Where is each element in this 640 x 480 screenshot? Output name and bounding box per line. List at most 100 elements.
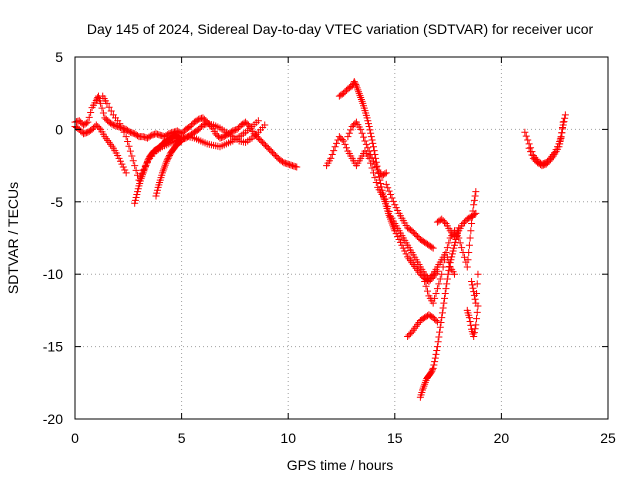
data-point <box>382 180 390 188</box>
data-point <box>522 132 530 140</box>
data-point <box>233 125 241 133</box>
data-point <box>345 129 353 137</box>
data-point <box>368 136 376 144</box>
data-point <box>352 81 360 89</box>
data-point <box>529 154 537 162</box>
y-tick-label: -15 <box>43 339 63 355</box>
data-point <box>102 115 110 123</box>
data-point <box>144 156 152 164</box>
x-tick-label: 5 <box>178 430 186 446</box>
data-point <box>122 133 130 141</box>
data-point <box>116 157 124 165</box>
data-point <box>446 262 454 270</box>
data-point <box>440 299 448 307</box>
data-point <box>134 185 142 193</box>
data-point <box>429 364 437 372</box>
data-point <box>439 304 447 312</box>
data-point <box>115 154 123 162</box>
data-point <box>444 270 452 278</box>
data-point <box>362 140 370 148</box>
x-axis-label: GPS time / hours <box>287 457 394 473</box>
data-point <box>279 158 287 166</box>
data-point <box>448 253 456 261</box>
data-point <box>344 133 352 141</box>
data-point <box>431 294 439 302</box>
data-point <box>125 142 133 150</box>
data-point <box>264 144 272 152</box>
data-point <box>391 227 399 235</box>
data-point <box>455 234 463 242</box>
data-point <box>152 192 160 200</box>
data-point <box>134 132 142 140</box>
data-point <box>263 143 271 151</box>
data-point <box>193 116 201 124</box>
data-point <box>558 129 566 137</box>
data-point <box>439 217 447 225</box>
data-point <box>387 191 395 199</box>
data-point <box>398 241 406 249</box>
x-tick-label: 10 <box>280 430 296 446</box>
data-point <box>267 147 275 155</box>
data-point <box>472 188 480 196</box>
data-point <box>350 78 358 86</box>
data-point <box>428 243 436 251</box>
data-point <box>351 79 359 87</box>
data-point <box>358 129 366 137</box>
data-point <box>458 244 466 252</box>
data-point <box>366 126 374 134</box>
data-point <box>448 250 456 258</box>
data-point <box>134 188 142 196</box>
data-point <box>273 153 281 161</box>
data-point <box>473 315 481 323</box>
data-point <box>441 294 449 302</box>
data-point <box>556 137 564 145</box>
data-point <box>428 366 436 374</box>
data-point <box>470 332 478 340</box>
data-point <box>421 277 429 285</box>
tick-labels: 0 5 10 15 20 25 5 0 -5 -10 -15 -20 <box>43 49 616 446</box>
data-point <box>394 233 402 241</box>
data-point <box>432 290 440 298</box>
data-point <box>466 318 474 326</box>
data-point <box>199 114 207 122</box>
data-point <box>388 194 396 202</box>
data-point <box>377 183 385 191</box>
data-point <box>367 150 375 158</box>
data-point <box>178 137 186 145</box>
data-point <box>469 284 477 292</box>
data-point <box>422 282 430 290</box>
data-point <box>524 136 532 144</box>
data-point <box>108 120 116 128</box>
data-point <box>470 210 478 218</box>
data-point <box>335 133 343 141</box>
data-point <box>438 215 446 223</box>
data-point <box>126 147 134 155</box>
data-point <box>97 99 105 107</box>
data-point <box>179 128 187 136</box>
data-point <box>470 201 478 209</box>
data-point <box>542 160 550 168</box>
data-point <box>166 151 174 159</box>
data-point <box>470 329 478 337</box>
x-tick-label: 0 <box>71 430 79 446</box>
data-point <box>75 117 83 125</box>
data-point <box>261 121 269 129</box>
data-point <box>270 150 278 158</box>
data-point <box>428 275 436 283</box>
data-point <box>188 121 196 129</box>
data-point <box>372 163 380 171</box>
data-point <box>445 266 453 274</box>
data-point <box>260 140 268 148</box>
data-point <box>164 154 172 162</box>
data-point <box>119 163 127 171</box>
data-point <box>377 179 385 187</box>
data-point <box>196 124 204 132</box>
data-point <box>379 192 387 200</box>
data-point <box>429 244 437 252</box>
data-point <box>243 120 251 128</box>
data-point <box>472 321 480 329</box>
data-point <box>77 118 85 126</box>
data-point <box>369 157 377 165</box>
data-point <box>466 234 474 242</box>
data-point <box>153 186 161 194</box>
